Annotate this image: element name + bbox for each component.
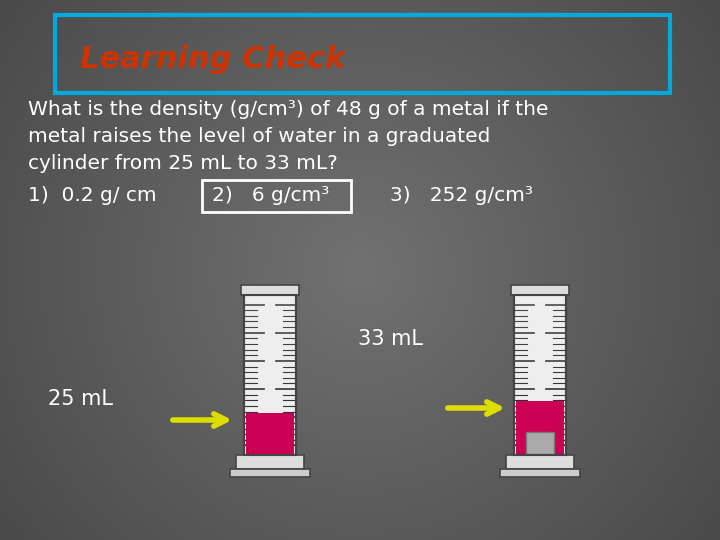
Bar xyxy=(230,469,310,477)
Bar xyxy=(244,295,296,455)
Text: 3)   252 g/cm³: 3) 252 g/cm³ xyxy=(390,186,533,205)
Text: What is the density (g/cm³) of 48 g of a metal if the: What is the density (g/cm³) of 48 g of a… xyxy=(28,100,549,119)
Bar xyxy=(241,285,299,295)
Bar xyxy=(514,295,566,455)
Text: metal raises the level of water in a graduated: metal raises the level of water in a gra… xyxy=(28,127,490,146)
Text: 2)   6 g/cm³: 2) 6 g/cm³ xyxy=(212,186,329,205)
Text: 25 mL: 25 mL xyxy=(48,389,113,409)
Bar xyxy=(514,295,566,455)
Text: Learning Check: Learning Check xyxy=(80,45,346,74)
Text: cylinder from 25 mL to 33 mL?: cylinder from 25 mL to 33 mL? xyxy=(28,154,338,173)
Text: 1)  0.2 g/ cm: 1) 0.2 g/ cm xyxy=(28,186,157,205)
Bar xyxy=(511,285,569,295)
Bar xyxy=(506,455,574,469)
Bar xyxy=(244,295,296,455)
Bar xyxy=(500,469,580,477)
Bar xyxy=(246,413,294,455)
Bar xyxy=(516,401,564,455)
Bar xyxy=(526,432,554,454)
Bar xyxy=(236,455,304,469)
Text: 33 mL: 33 mL xyxy=(358,329,423,349)
